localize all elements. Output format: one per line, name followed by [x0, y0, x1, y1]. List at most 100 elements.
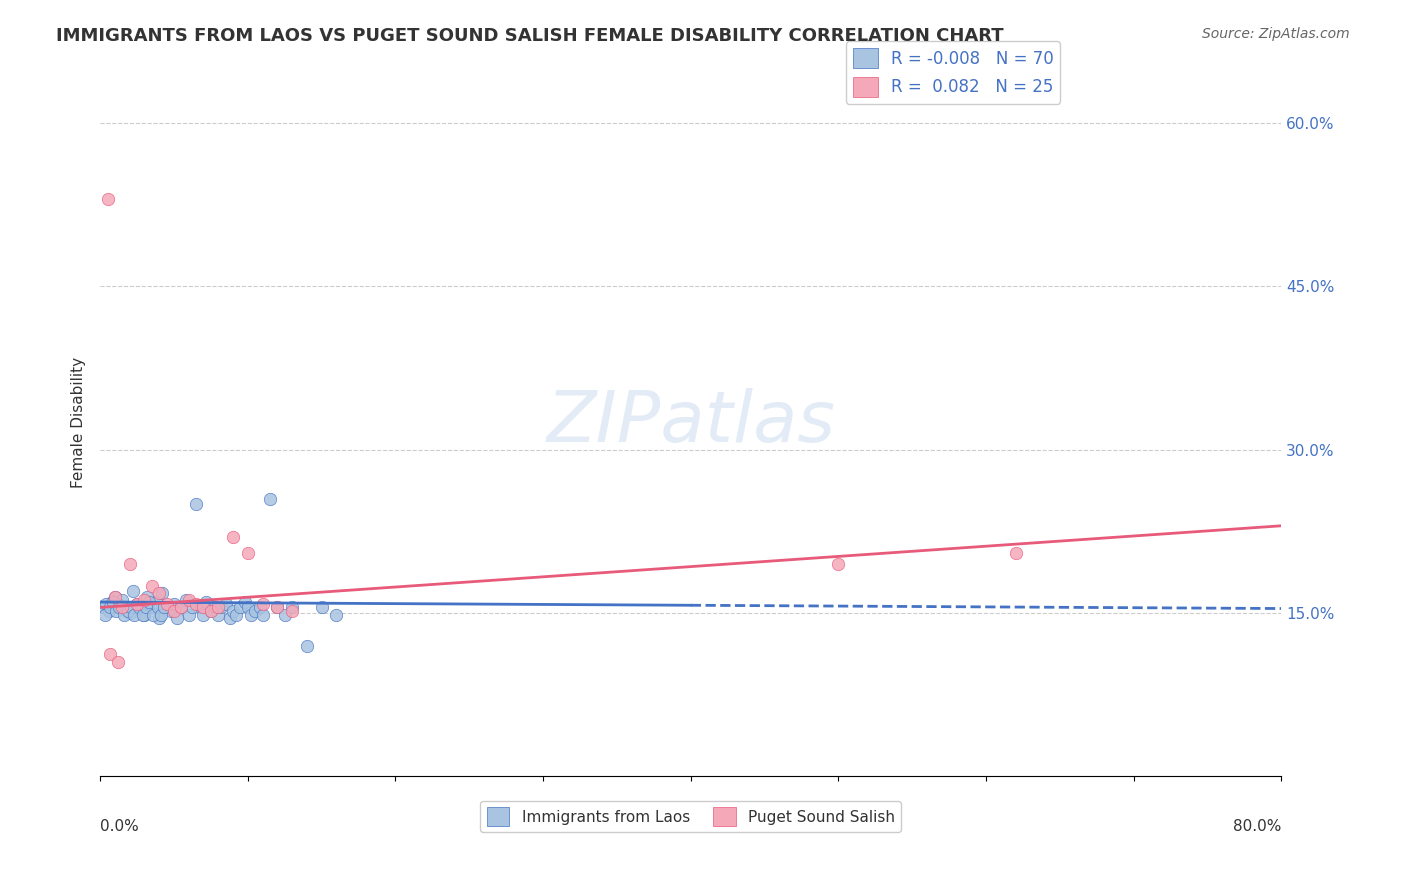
Text: ZIPatlas: ZIPatlas — [547, 388, 835, 457]
Legend: Immigrants from Laos, Puget Sound Salish: Immigrants from Laos, Puget Sound Salish — [481, 801, 901, 832]
Point — [103, 595, 125, 609]
Point — [145, 595, 167, 609]
Point — [174, 592, 197, 607]
Point — [249, 600, 271, 615]
Point — [149, 608, 172, 623]
Point — [166, 611, 188, 625]
Point — [325, 608, 347, 623]
Point — [273, 608, 295, 623]
Point — [150, 586, 173, 600]
Point — [111, 592, 134, 607]
Point — [104, 590, 127, 604]
Point — [311, 600, 333, 615]
Point — [94, 597, 117, 611]
Point — [207, 608, 229, 623]
Y-axis label: Female Disability: Female Disability — [72, 357, 86, 488]
Point — [200, 604, 222, 618]
Point — [101, 595, 124, 609]
Point — [134, 592, 156, 607]
Point — [93, 608, 115, 623]
Point — [118, 606, 141, 620]
Point — [136, 590, 159, 604]
Point — [252, 597, 274, 611]
Point — [104, 590, 127, 604]
Point — [138, 595, 160, 609]
Point — [134, 608, 156, 623]
Point — [107, 655, 129, 669]
Point — [170, 600, 193, 615]
Point — [204, 600, 226, 615]
Point — [236, 546, 259, 560]
Point — [100, 647, 122, 661]
Point — [146, 600, 169, 615]
Point — [91, 600, 114, 615]
Point — [225, 608, 247, 623]
Point — [827, 557, 849, 571]
Point — [266, 600, 288, 615]
Point — [266, 600, 288, 615]
Point — [209, 600, 232, 615]
Text: 80.0%: 80.0% — [1233, 819, 1281, 834]
Point — [121, 584, 143, 599]
Point — [281, 600, 304, 615]
Point — [195, 595, 218, 609]
Point — [207, 600, 229, 615]
Point — [170, 600, 193, 615]
Point — [148, 586, 170, 600]
Point — [222, 530, 245, 544]
Text: IMMIGRANTS FROM LAOS VS PUGET SOUND SALISH FEMALE DISABILITY CORRELATION CHART: IMMIGRANTS FROM LAOS VS PUGET SOUND SALI… — [56, 27, 1004, 45]
Point — [295, 639, 318, 653]
Point — [148, 611, 170, 625]
Point — [160, 604, 183, 618]
Point — [163, 597, 186, 611]
Point — [222, 604, 245, 618]
Point — [233, 595, 256, 609]
Point — [177, 592, 200, 607]
Point — [214, 597, 236, 611]
Point — [122, 608, 145, 623]
Text: 0.0%: 0.0% — [100, 819, 139, 834]
Point — [177, 608, 200, 623]
Text: Source: ZipAtlas.com: Source: ZipAtlas.com — [1202, 27, 1350, 41]
Point — [128, 600, 150, 615]
Point — [125, 597, 148, 611]
Point — [100, 600, 122, 615]
Point — [259, 491, 281, 506]
Point — [105, 604, 128, 618]
Point — [193, 608, 215, 623]
Point — [239, 608, 262, 623]
Point — [252, 608, 274, 623]
Point — [98, 604, 121, 618]
Point — [118, 557, 141, 571]
Point — [155, 600, 177, 615]
Point — [281, 604, 304, 618]
Point — [243, 604, 266, 618]
Point — [96, 192, 118, 206]
Point — [180, 600, 202, 615]
Point — [184, 597, 207, 611]
Point — [141, 600, 163, 615]
Point — [125, 597, 148, 611]
Point — [236, 600, 259, 615]
Point — [131, 604, 153, 618]
Point — [108, 600, 131, 615]
Point — [184, 497, 207, 511]
Point — [135, 600, 157, 615]
Point — [132, 608, 155, 623]
Point — [200, 604, 222, 618]
Point — [193, 600, 215, 615]
Point — [152, 600, 174, 615]
Point — [112, 608, 135, 623]
Point — [96, 600, 118, 615]
Point — [1004, 546, 1026, 560]
Point — [163, 604, 186, 618]
Point — [120, 600, 142, 615]
Point — [190, 600, 212, 615]
Point — [141, 579, 163, 593]
Point — [107, 597, 129, 611]
Point — [142, 608, 165, 623]
Point — [155, 597, 177, 611]
Point — [219, 611, 242, 625]
Point — [111, 600, 134, 615]
Point — [115, 600, 138, 615]
